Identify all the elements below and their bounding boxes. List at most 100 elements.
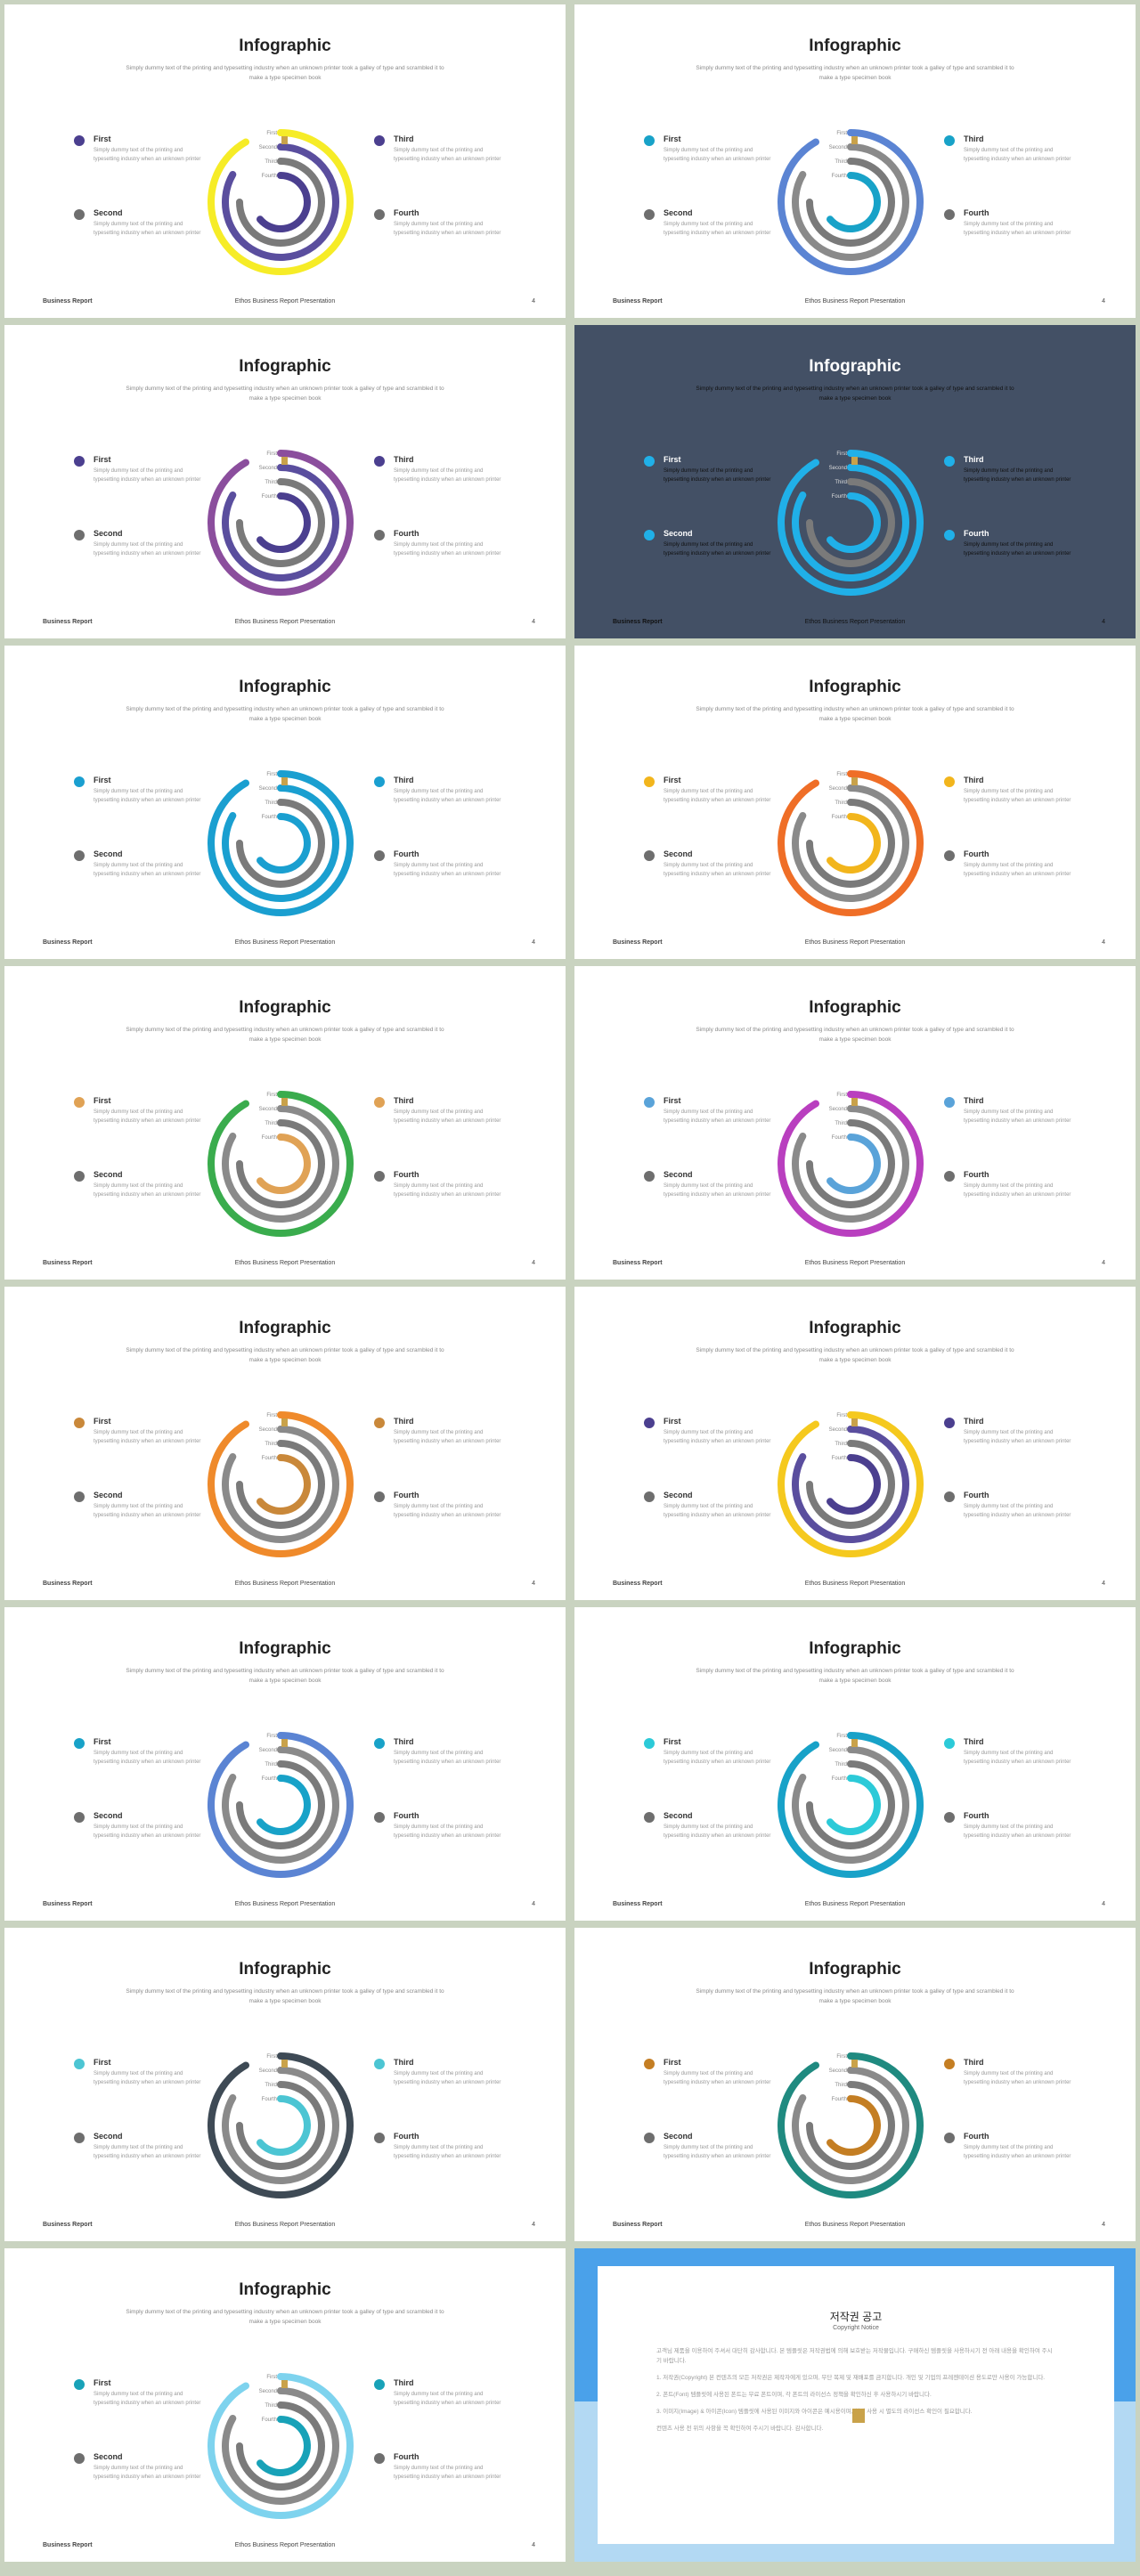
slide-footer: Business Report Ethos Business Report Pre… <box>574 2222 1136 2232</box>
ring-label: First <box>836 451 847 457</box>
ring-label: Fourth <box>832 1135 847 1141</box>
info-item-title: Second <box>94 1170 123 1179</box>
slide[interactable]: Infographic Simply dummy text of the prin… <box>4 2248 566 2562</box>
copyright-slide[interactable]: 저작권 공고 Copyright Notice 고객님 제품을 이용하여 주셔서 대… <box>574 2248 1136 2562</box>
ring-arc <box>222 1105 339 1223</box>
copyright-subtitle: Copyright Notice <box>833 2325 879 2331</box>
ring-label: Fourth <box>832 1776 847 1782</box>
info-item-text: Simply dummy text of the printing and ty… <box>94 2071 201 2085</box>
info-item-text: Simply dummy text of the printing and ty… <box>964 542 1071 557</box>
footer-brand: Business Report <box>43 1260 93 1266</box>
slide-title: Infographic <box>239 1319 331 1337</box>
bullet-dot-icon <box>644 1171 655 1182</box>
footer-title: Ethos Business Report Presentation <box>804 298 906 305</box>
ring-label: First <box>836 1093 847 1098</box>
ring-label: Second <box>259 1748 277 1753</box>
ring-arc <box>826 1775 881 1835</box>
slide[interactable]: Infographic Simply dummy text of the prin… <box>4 646 566 959</box>
ring-arc <box>256 2095 311 2156</box>
ring-chart: First Second Third Fourth <box>778 770 924 916</box>
info-item-text: Simply dummy text of the printing and ty… <box>94 1109 201 1124</box>
ring-label: Fourth <box>262 174 277 179</box>
logo-mark-icon <box>851 1739 858 1747</box>
info-item-title: Third <box>964 776 984 784</box>
slide[interactable]: Infographic Simply dummy text of the prin… <box>574 1287 1136 1600</box>
bullet-dot-icon <box>944 530 955 540</box>
bullet-dot-icon <box>374 2059 385 2069</box>
slide[interactable]: Infographic Simply dummy text of the prin… <box>4 325 566 638</box>
slide-subtitle: Simply dummy text of the printing and ty… <box>126 1668 444 1684</box>
logo-mark-icon <box>281 1739 288 1747</box>
bullet-dot-icon <box>944 850 955 861</box>
slide-footer: Business Report Ethos Business Report Pre… <box>574 1901 1136 1912</box>
ring-arc <box>222 2387 339 2505</box>
info-item-title: Second <box>94 1491 123 1499</box>
slide[interactable]: Infographic Simply dummy text of the prin… <box>4 4 566 318</box>
slide-title: Infographic <box>809 357 901 376</box>
info-item-text: Simply dummy text of the printing and ty… <box>394 222 501 236</box>
slide[interactable]: Infographic Simply dummy text of the prin… <box>574 646 1136 959</box>
logo-mark-icon <box>851 457 858 465</box>
ring-label: First <box>836 1413 847 1418</box>
ring-arc <box>792 464 909 581</box>
bullet-dot-icon <box>374 1491 385 1502</box>
ring-label: Second <box>259 466 277 471</box>
ring-arc <box>806 478 895 567</box>
ring-arc <box>256 813 311 874</box>
info-item-title: Fourth <box>964 529 989 538</box>
ring-label: Third <box>265 1762 277 1767</box>
slide-footer: Business Report Ethos Business Report Pre… <box>4 1581 566 1591</box>
info-item-text: Simply dummy text of the printing and ty… <box>964 2145 1071 2159</box>
bullet-dot-icon <box>74 2379 85 2390</box>
ring-label: Fourth <box>832 494 847 500</box>
ring-label: First <box>836 2054 847 2060</box>
info-item-text: Simply dummy text of the printing and ty… <box>394 542 501 557</box>
ring-label: Third <box>265 1121 277 1126</box>
ring-chart: First Second Third Fourth <box>208 770 354 916</box>
ring-label: Second <box>829 786 847 792</box>
info-item-text: Simply dummy text of the printing and ty… <box>394 1824 501 1839</box>
bullet-dot-icon <box>74 1812 85 1823</box>
copyright-body: 고객님 제품을 이용하여 주셔서 대단히 감사합니다. 본 템플릿은 저작권법에… <box>656 2346 1055 2441</box>
ring-chart: First Second Third Fourth <box>778 1091 924 1237</box>
bullet-dot-icon <box>74 1418 85 1428</box>
ring-label: Second <box>259 1427 277 1433</box>
logo-mark-icon <box>851 1418 858 1426</box>
ring-label: First <box>266 1734 277 1739</box>
slide[interactable]: Infographic Simply dummy text of the prin… <box>574 1607 1136 1921</box>
slide[interactable]: Infographic Simply dummy text of the prin… <box>574 325 1136 638</box>
copyright-paragraph: 3. 이미지(Image) & 아이콘(Icon) 템플릿에 사용된 이미지와 … <box>656 2409 973 2415</box>
slide-subtitle: Simply dummy text of the printing and ty… <box>696 1027 1014 1043</box>
slide[interactable]: Infographic Simply dummy text of the prin… <box>4 1928 566 2241</box>
info-item-title: First <box>94 455 111 464</box>
slide[interactable]: Infographic Simply dummy text of the prin… <box>4 1607 566 1921</box>
footer-brand: Business Report <box>43 939 93 946</box>
bullet-dot-icon <box>374 2379 385 2390</box>
slide[interactable]: Infographic Simply dummy text of the prin… <box>574 966 1136 1280</box>
info-item-title: First <box>664 1096 681 1105</box>
bullet-dot-icon <box>374 2133 385 2143</box>
info-item-title: Fourth <box>964 2132 989 2141</box>
ring-label: First <box>266 2054 277 2060</box>
bullet-dot-icon <box>74 2453 85 2464</box>
info-item-text: Simply dummy text of the printing and ty… <box>94 2466 201 2480</box>
copyright-paper: 저작권 공고 Copyright Notice 고객님 제품을 이용하여 주셔서 대… <box>598 2266 1114 2544</box>
info-item-title: Third <box>394 776 414 784</box>
footer-title: Ethos Business Report Presentation <box>234 1901 336 1907</box>
info-item-title: Second <box>664 1491 693 1499</box>
slide[interactable]: Infographic Simply dummy text of the prin… <box>574 4 1136 318</box>
footer-title: Ethos Business Report Presentation <box>804 1260 906 1266</box>
info-item-text: Simply dummy text of the printing and ty… <box>664 1109 771 1124</box>
slide[interactable]: Infographic Simply dummy text of the prin… <box>4 1287 566 1600</box>
bullet-dot-icon <box>944 1097 955 1108</box>
ring-label: Third <box>835 480 847 485</box>
info-item-text: Simply dummy text of the printing and ty… <box>664 542 771 557</box>
footer-brand: Business Report <box>613 939 663 946</box>
bullet-dot-icon <box>944 2059 955 2069</box>
info-item-text: Simply dummy text of the printing and ty… <box>964 1109 1071 1124</box>
slide-subtitle: Simply dummy text of the printing and ty… <box>696 706 1014 722</box>
slide[interactable]: Infographic Simply dummy text of the prin… <box>574 1928 1136 2241</box>
slide[interactable]: Infographic Simply dummy text of the prin… <box>4 966 566 1280</box>
copyright-paragraph: 고객님 제품을 이용하여 주셔서 대단히 감사합니다. 본 템플릿은 저작권법에… <box>656 2348 1053 2364</box>
bullet-dot-icon <box>74 209 85 220</box>
